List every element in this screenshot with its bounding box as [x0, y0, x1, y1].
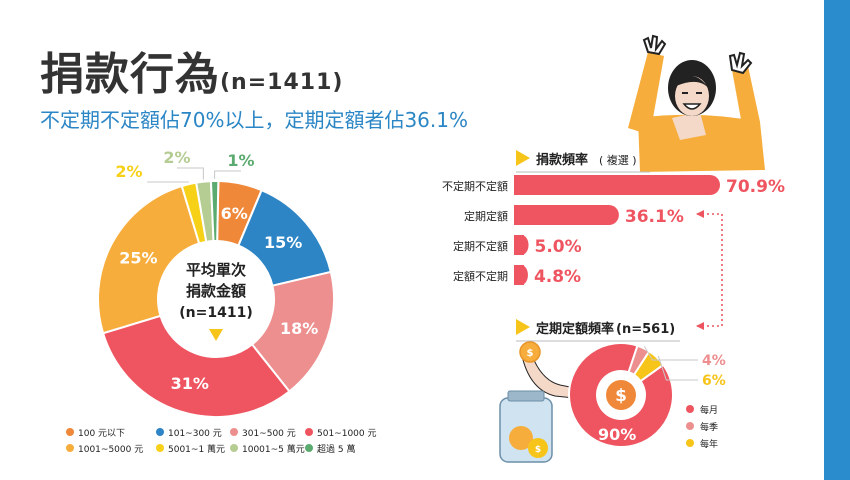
bar-value-label-1: 36.1%	[625, 207, 684, 227]
bar-chart-title: 捐款頻率	[536, 152, 588, 168]
donut2-sample-size: (n=561)	[616, 322, 675, 337]
donut2-value-label-2: 6%	[702, 373, 726, 389]
bar-category-label-1: 定期定額	[464, 209, 508, 223]
bar-value-label-3: 4.8%	[534, 267, 581, 287]
legend-label-2: 301~500 元	[242, 429, 296, 439]
right-accent-bar	[824, 0, 850, 480]
donut1-center-line-2: 捐款金額	[186, 282, 246, 300]
donut2-legend-swatch-2	[686, 439, 694, 447]
dotted-connector-arrow	[696, 210, 723, 330]
bar-left-edge-3	[514, 265, 524, 285]
donut2-legend-label-2: 每年	[700, 438, 718, 450]
donut2-legend-swatch-0	[686, 405, 694, 413]
bar-left-edge-2	[514, 235, 524, 255]
legend-swatch-7	[305, 444, 313, 452]
legend-swatch-1	[156, 428, 164, 436]
donut2-leader-line-2	[657, 355, 698, 381]
svg-text:定期定額頻率(n=561): 定期定額頻率 (n=561)	[535, 321, 675, 337]
page-subtitle: 不定期不定額佔70%以上，定期定額者佔36.1%	[40, 108, 468, 132]
title-sample-size: (n=1411)	[220, 70, 344, 95]
bar-category-label-2: 定期不定額	[453, 239, 508, 253]
donut2-leader-line-1	[643, 346, 698, 361]
donut1-value-label-4: 25%	[119, 248, 157, 267]
donut1-leader-line-7	[214, 170, 241, 180]
donut1-slice-3	[101, 314, 291, 418]
bar-left-edge-0	[514, 175, 524, 195]
down-arrow-icon	[209, 329, 223, 341]
cheering-person-illustration	[628, 34, 765, 172]
donut2-legend-label-0: 每月	[700, 404, 718, 416]
bar-value-label-0: 70.9%	[726, 177, 785, 197]
legend-swatch-0	[66, 428, 74, 436]
bar-0	[514, 175, 720, 195]
svg-text:$: $	[615, 386, 627, 406]
svg-text:$: $	[535, 445, 541, 455]
donut1-center-line-3: (n=1411)	[179, 305, 252, 321]
legend-swatch-4	[66, 444, 74, 452]
donut2-value-label-0: 90%	[598, 425, 636, 444]
legend-label-0: 100 元以下	[78, 429, 125, 439]
page-title: 捐款行為(n=1411)	[40, 49, 344, 100]
legend-swatch-2	[230, 428, 238, 436]
legend-label-3: 501~1000 元	[317, 429, 377, 439]
donut1-value-label-7: 1%	[227, 151, 254, 170]
donut1-value-label-1: 15%	[264, 233, 302, 252]
svg-text:$: $	[527, 348, 534, 359]
play-triangle-icon-2	[516, 319, 530, 335]
donut2-value-label-1: 4%	[702, 353, 726, 369]
legend-label-5: 5001~1 萬元	[168, 443, 225, 455]
donut1-value-label-5: 2%	[115, 162, 142, 181]
donut1-slice-7	[209, 180, 220, 243]
donut2-legend-label-1: 每季	[700, 421, 718, 433]
bar-category-label-0: 不定期不定額	[442, 179, 508, 193]
donut2-title: 定期定額頻率	[535, 321, 614, 337]
legend-swatch-5	[156, 444, 164, 452]
donut1-value-label-3: 31%	[171, 374, 209, 393]
donut1-center-line-1: 平均單次	[186, 261, 246, 279]
legend-swatch-3	[305, 428, 313, 436]
donut2-slice-0	[568, 342, 674, 448]
donut1-legend: 100 元以下 101~300 元 301~500 元 501~1000 元 1001~…	[66, 428, 377, 455]
dollar-coin-icon: $	[606, 380, 636, 410]
donut1-slice-labels: 6% 15% 18% 31% 25% 2% 2% 1%	[115, 148, 318, 393]
donut1-value-label-0: 6%	[221, 204, 248, 223]
donut1-slice-4	[97, 184, 201, 335]
play-triangle-icon	[516, 150, 530, 166]
frequency-bar-chart: 捐款頻率 ( 複選 ) 不定期不定額 70.9% 定期定額 36.1% 定期不定額 5.0…	[442, 150, 785, 287]
donut1-value-label-2: 18%	[280, 319, 318, 338]
donut-chart-donation-amount	[97, 180, 335, 418]
bar-1	[514, 205, 619, 225]
bar-left-edge-1	[514, 205, 524, 225]
bar-category-label-3: 定額不定期	[453, 269, 508, 283]
coin-jar-illustration: $ $	[499, 341, 576, 463]
bar-chart-title-note: ( 複選 )	[599, 153, 637, 167]
legend-label-4: 1001~5000 元	[78, 445, 143, 455]
donut1-leader-line-6	[177, 167, 204, 180]
legend-label-1: 101~300 元	[168, 429, 222, 439]
donut2-slice-2	[632, 349, 665, 383]
bar-value-label-2: 5.0%	[535, 237, 582, 257]
legend-label-7: 超過 5 萬	[317, 443, 355, 455]
donut2-legend-swatch-1	[686, 422, 694, 430]
legend-swatch-6	[230, 444, 238, 452]
legend-label-6: 10001~5 萬元	[242, 443, 305, 455]
donut1-value-label-6: 2%	[163, 148, 190, 167]
donut1-center-label: 平均單次 捐款金額 (n=1411)	[179, 261, 253, 341]
